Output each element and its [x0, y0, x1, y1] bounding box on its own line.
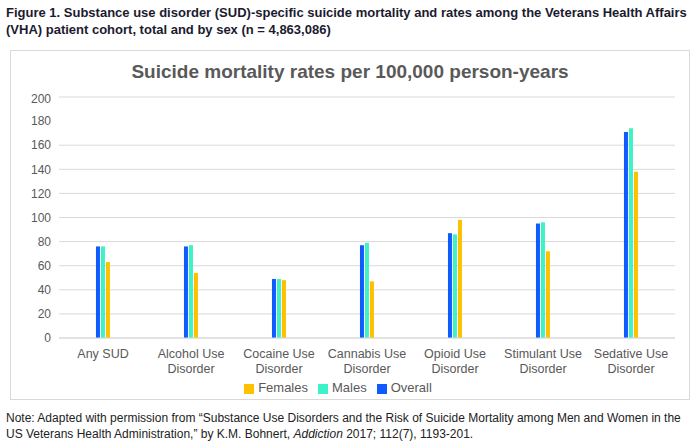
html-text:Males: Males — [332, 380, 367, 395]
html-text:Note: Adapted with permission: Note: Adapted with permission from “Subs… — [6, 411, 681, 441]
svg-text:Cocaine UseDisorder: Cocaine UseDisorder — [243, 347, 315, 376]
svg-text:Any SUD: Any SUD — [77, 347, 128, 361]
svg-text:200: 200 — [31, 92, 51, 106]
svg-text:0: 0 — [44, 331, 51, 345]
svg-text:Stimulant UseDisorder: Stimulant UseDisorder — [504, 347, 582, 376]
svg-text:Cannabis UseDisorder: Cannabis UseDisorder — [328, 347, 407, 376]
svg-text:60: 60 — [38, 259, 52, 273]
svg-text:180: 180 — [31, 114, 51, 128]
html-text:Figure 1. Substance use disord: Figure 1. Substance use disorder (SUD)-s… — [6, 5, 687, 37]
html-text:Overall: Overall — [390, 380, 432, 395]
svg-text:20: 20 — [38, 307, 52, 321]
svg-text:Opioid UseDisorder: Opioid UseDisorder — [424, 347, 486, 376]
svg-text:40: 40 — [38, 283, 52, 297]
svg-text:80: 80 — [38, 235, 52, 249]
svg-text:Alcohol UseDisorder: Alcohol UseDisorder — [158, 347, 225, 376]
svg-text:Sedative UseDisorder: Sedative UseDisorder — [594, 347, 668, 376]
html-text:Suicide mortality rates per 10: Suicide mortality rates per 100,000 pers… — [131, 61, 569, 82]
svg-text:160: 160 — [31, 138, 51, 152]
svg-text:120: 120 — [31, 187, 51, 201]
html-text:Females: Females — [258, 380, 308, 395]
svg-text:140: 140 — [31, 163, 51, 177]
svg-text:100: 100 — [31, 211, 51, 225]
